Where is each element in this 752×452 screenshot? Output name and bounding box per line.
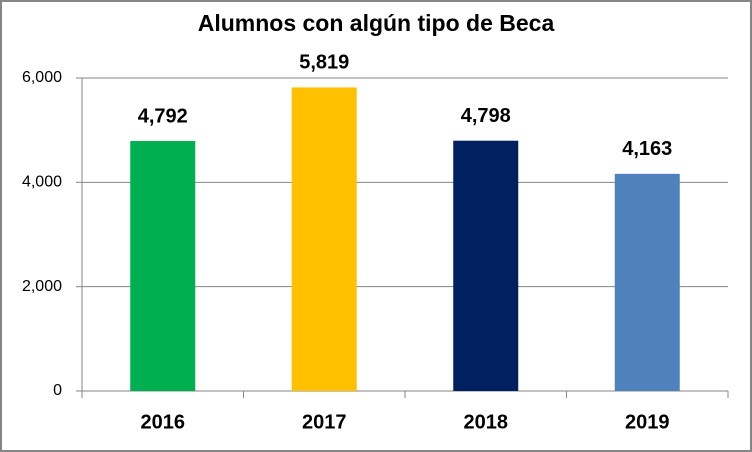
x-tick-label: 2016: [141, 411, 186, 433]
x-tick-label: 2018: [464, 411, 509, 433]
y-tick-label: 0: [53, 382, 62, 399]
x-tick-label: 2017: [302, 411, 347, 433]
bar: [291, 87, 357, 391]
y-tick-label: 6,000: [22, 69, 62, 86]
x-tick-label: 2019: [625, 411, 670, 433]
y-tick-label: 2,000: [22, 278, 62, 295]
value-label: 4,792: [138, 105, 188, 127]
value-label: 5,819: [299, 52, 349, 74]
chart-title: Alumnos con algún tipo de Beca: [198, 10, 555, 36]
bar: [130, 141, 196, 391]
bar: [614, 173, 680, 391]
value-label: 4,163: [622, 138, 672, 160]
y-tick-label: 4,000: [22, 174, 62, 191]
value-label: 4,798: [461, 105, 511, 127]
bar: [453, 140, 519, 391]
